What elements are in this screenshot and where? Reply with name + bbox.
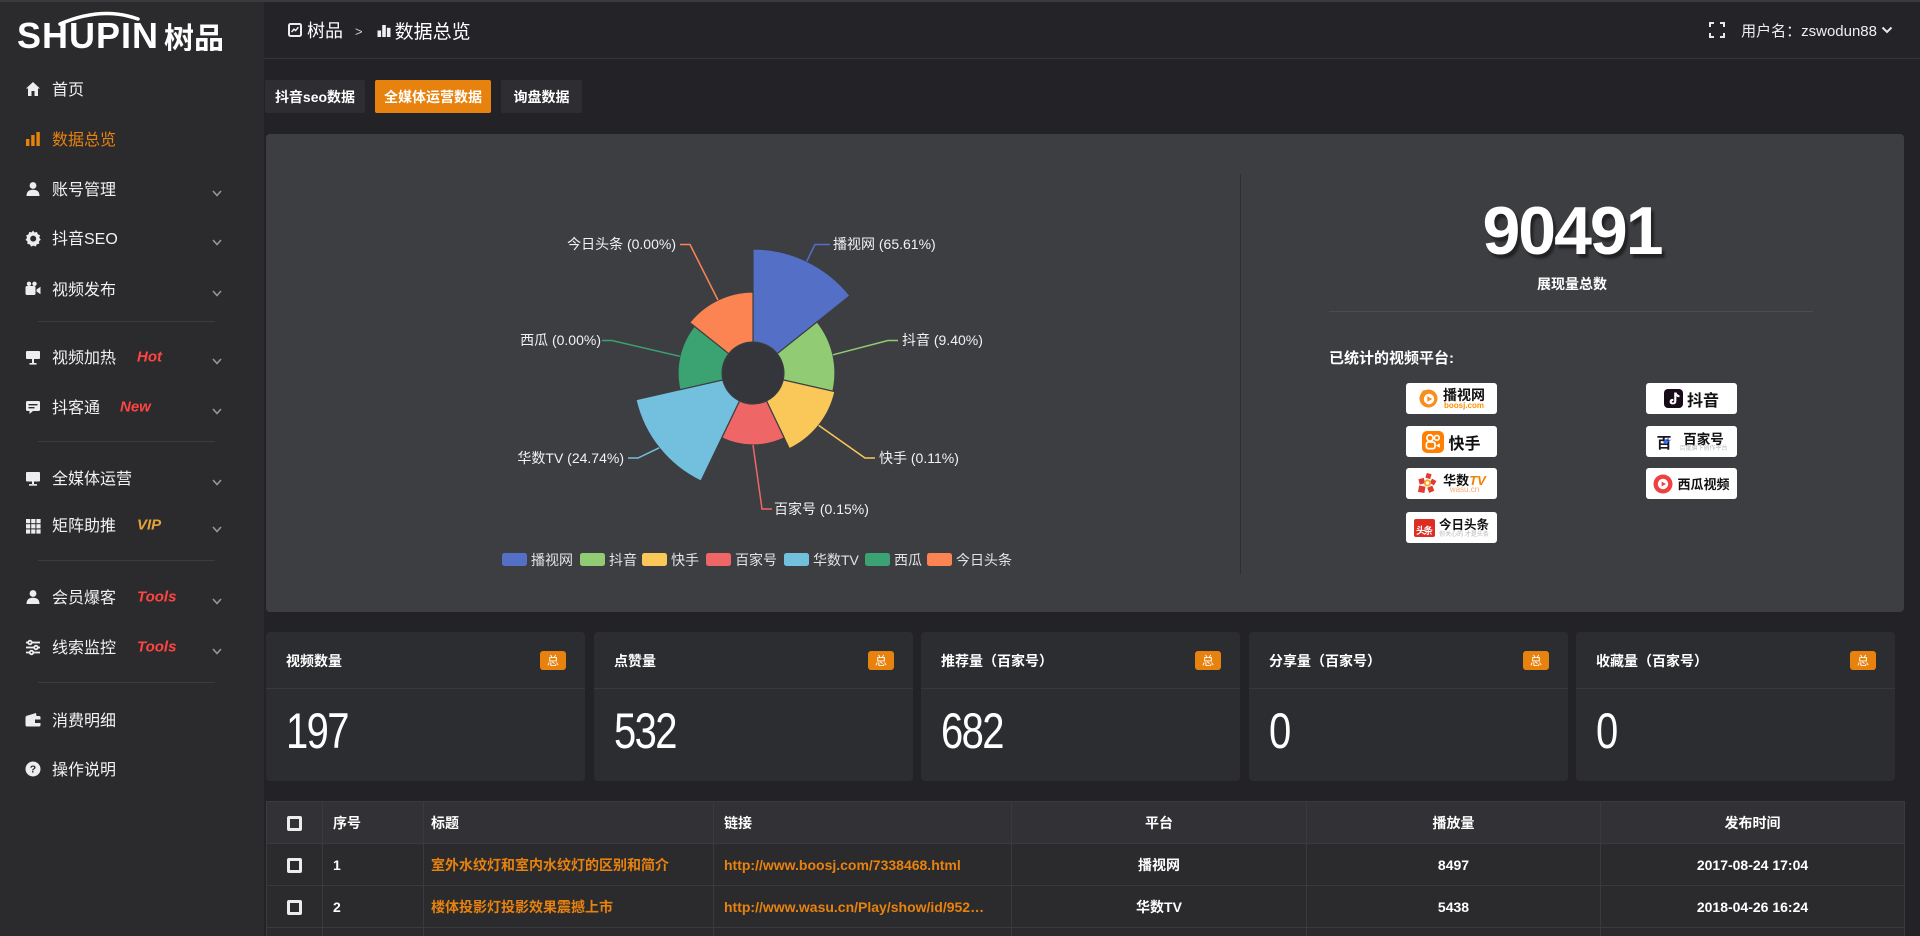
svg-text:抖音: 抖音: [609, 550, 637, 570]
svg-text:快手: 快手: [671, 550, 699, 570]
svg-text:抖音 (9.40%): 抖音 (9.40%): [902, 330, 983, 350]
svg-text:百家号: 百家号: [735, 550, 777, 570]
svg-text:播视网: 播视网: [531, 550, 573, 570]
svg-text:?: ?: [30, 762, 36, 777]
svg-text:SHUPIN: SHUPIN: [17, 7, 158, 51]
svg-text:今日头条 (0.00%): 今日头条 (0.00%): [567, 234, 676, 254]
svg-text:华数TV (24.74%): 华数TV (24.74%): [517, 448, 624, 468]
svg-text:西瓜: 西瓜: [894, 550, 922, 570]
svg-text:快手 (0.11%): 快手 (0.11%): [879, 448, 959, 468]
svg-text:百家号 (0.15%): 百家号 (0.15%): [774, 499, 869, 519]
svg-text:树品: 树品: [164, 14, 224, 51]
svg-text:播视网 (65.61%): 播视网 (65.61%): [833, 234, 936, 254]
svg-text:头条: 头条: [1416, 523, 1433, 537]
svg-text:西瓜 (0.00%): 西瓜 (0.00%): [520, 330, 601, 350]
svg-text:今日头条: 今日头条: [956, 550, 1012, 570]
svg-text:华数TV: 华数TV: [813, 550, 860, 570]
